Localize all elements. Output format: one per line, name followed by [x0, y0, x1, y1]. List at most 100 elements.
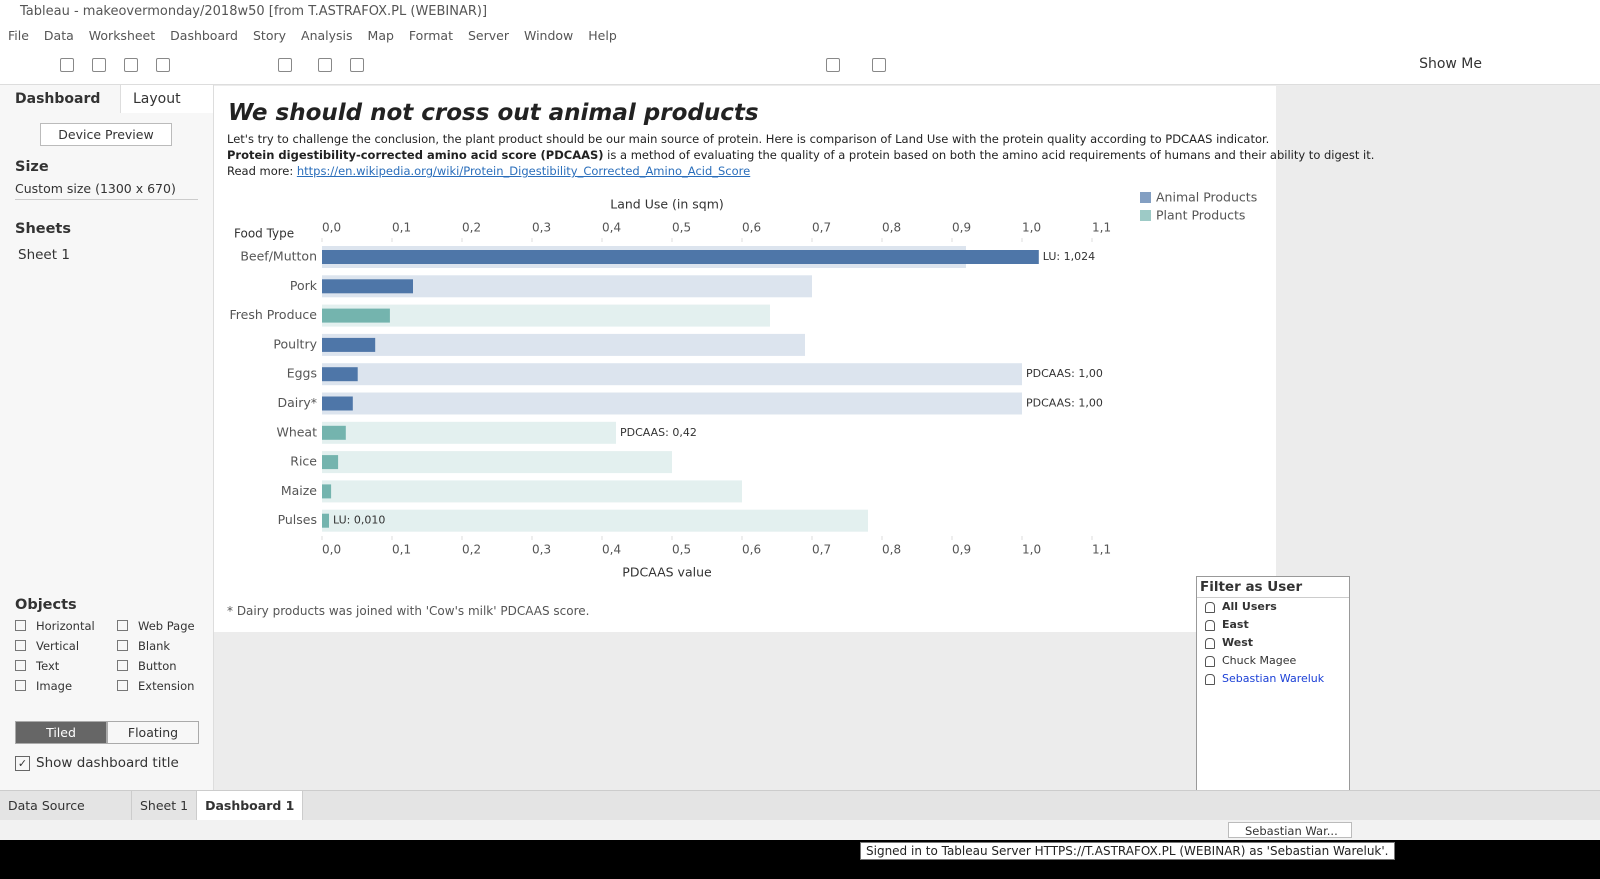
object-list: Horizontal Web Page Vertical Blank Text Butto…: [15, 619, 217, 693]
x-tick-label: 0,9: [952, 221, 971, 235]
category-label: Rice: [290, 454, 317, 469]
layout-mode-toggle: Tiled Floating: [15, 721, 199, 744]
category-label: Wheat: [276, 424, 317, 439]
pdcaas-bar: [322, 304, 770, 327]
sheet-tab[interactable]: Sheet 1: [132, 791, 198, 821]
pdcaas-label: PDCAAS: 1,00: [1026, 367, 1103, 380]
category-label: Dairy*: [277, 395, 317, 410]
sidebar-tab[interactable]: Dashboard: [15, 91, 101, 107]
menu-bar: File Data Worksheet Dashboard Story Analysis M…: [0, 24, 1600, 46]
user[interactable]: Chuck Magee: [1197, 652, 1349, 670]
menu-item[interactable]: Story: [252, 27, 287, 43]
section-heading: Objects: [15, 597, 77, 613]
sheet-tabs: Data Source Sheet 1 Dashboard 1: [0, 790, 1600, 821]
pdcaas-bar: [322, 363, 1022, 386]
share-button[interactable]: [872, 58, 886, 72]
land-use-bar: [322, 425, 346, 440]
object-item[interactable]: Button: [117, 659, 217, 673]
save-button[interactable]: [124, 58, 138, 72]
pdcaas-bar: [322, 333, 805, 356]
pdcaas-bar: [322, 392, 1022, 415]
layout-mode[interactable]: Floating: [107, 721, 199, 744]
x-tick-label: 1,0: [1022, 221, 1041, 235]
layout-mode[interactable]: Tiled: [15, 721, 107, 744]
sidebar-tab[interactable]: Layout: [120, 85, 213, 113]
x2-tick-label: 0,4: [602, 543, 621, 557]
category-label: Maize: [281, 483, 317, 498]
x2-tick-label: 0,9: [952, 543, 971, 557]
x-tick-label: 0,4: [602, 221, 621, 235]
sheet-tab[interactable]: Dashboard 1: [197, 791, 304, 821]
description-line: Let's try to challenge the conclusion, t…: [227, 132, 1270, 146]
object-item[interactable]: Web Page: [117, 619, 217, 633]
menu-item[interactable]: Help: [588, 27, 617, 43]
menu-item[interactable]: File: [8, 27, 29, 43]
object-item[interactable]: Text: [15, 659, 117, 673]
x2-tick-label: 0,3: [532, 543, 551, 557]
tooltip: Signed in to Tableau Server HTTPS://T.AS…: [860, 842, 1395, 860]
clear-button[interactable]: [350, 58, 364, 72]
menu-item[interactable]: Server: [467, 27, 509, 43]
sheet-item[interactable]: Sheet 1: [18, 247, 70, 263]
object-item[interactable]: Image: [15, 679, 117, 693]
x-tick-label: 0,2: [462, 221, 481, 235]
pdcaas-bar: [322, 480, 742, 503]
x2-tick-label: 0,7: [812, 543, 831, 557]
legend-label: Plant Products: [1156, 208, 1245, 223]
menu-item[interactable]: Format: [408, 27, 453, 43]
new-sheet-button[interactable]: [278, 58, 292, 72]
x2-tick-label: 0,5: [672, 543, 691, 557]
status-bar: Sebastian War...: [0, 820, 1600, 840]
size-dropdown[interactable]: Custom size (1300 x 670): [15, 181, 198, 200]
pdcaas-bar: [322, 509, 868, 532]
land-use-bar: [322, 250, 1039, 264]
show-me-button[interactable]: Show Me: [1419, 56, 1482, 72]
x-tick-label: 0,0: [322, 221, 341, 235]
land-use-bar: [322, 484, 332, 499]
redo-button[interactable]: [92, 58, 106, 72]
user-dropdown[interactable]: Sebastian War...: [1228, 822, 1352, 838]
footnote: * Dairy products was joined with 'Cow's …: [227, 604, 590, 618]
menu-item[interactable]: Dashboard: [170, 27, 238, 43]
title-bar: Tableau - makeovermonday/2018w50 [from T…: [0, 0, 1600, 24]
description-bold: Protein digestibility-corrected amino ac…: [227, 148, 604, 162]
menu-item[interactable]: Analysis: [301, 27, 353, 43]
x-tick-label: 1,1: [1092, 221, 1111, 235]
x2-tick-label: 1,0: [1022, 543, 1041, 557]
category-label: Eggs: [287, 366, 317, 381]
menu-item[interactable]: Data: [43, 27, 74, 43]
menu-item[interactable]: Worksheet: [88, 27, 156, 43]
sidebar: Dashboard Layout Device Preview Size Cus…: [0, 85, 214, 790]
land-use-bar: [322, 367, 358, 382]
object-item[interactable]: Vertical: [15, 639, 117, 653]
link[interactable]: https://en.wikipedia.org/wiki/Protein_Di…: [296, 164, 751, 178]
x-tick-label: 0,7: [812, 221, 831, 235]
presentation-button[interactable]: [826, 58, 840, 72]
sheet-tab[interactable]: Data Source: [0, 791, 132, 821]
new-datasource-button[interactable]: [156, 58, 170, 72]
device-preview-button[interactable]: Device Preview: [40, 123, 172, 146]
y-axis-title: Food Type: [234, 227, 294, 241]
object-item[interactable]: Horizontal: [15, 619, 117, 633]
x2-tick-label: 0,6: [742, 543, 761, 557]
undo-button[interactable]: [60, 58, 74, 72]
user-group[interactable]: East: [1197, 616, 1349, 634]
user-group[interactable]: All Users: [1197, 598, 1349, 616]
land-use-bar: [322, 337, 376, 352]
menu-item[interactable]: Map: [367, 27, 394, 43]
user-group[interactable]: West: [1197, 634, 1349, 652]
object-item[interactable]: Extension: [117, 679, 217, 693]
pdcaas-bar: [322, 421, 616, 444]
show-title-checkbox[interactable]: Show dashboard title: [15, 755, 179, 771]
duplicate-button[interactable]: [318, 58, 332, 72]
object-item[interactable]: Blank: [117, 639, 217, 653]
user[interactable]: Sebastian Wareluk: [1197, 670, 1349, 688]
window-title: Tableau - makeovermonday/2018w50 [from T…: [20, 4, 488, 19]
pdcaas-bar: [322, 451, 672, 474]
x2-tick-label: 0,2: [462, 543, 481, 557]
category-label: Pork: [290, 278, 318, 293]
category-label: Beef/Mutton: [240, 249, 317, 264]
menu-item[interactable]: Window: [523, 27, 574, 43]
panel-title: Filter as User: [1197, 577, 1349, 598]
legend-swatch: [1140, 210, 1151, 221]
